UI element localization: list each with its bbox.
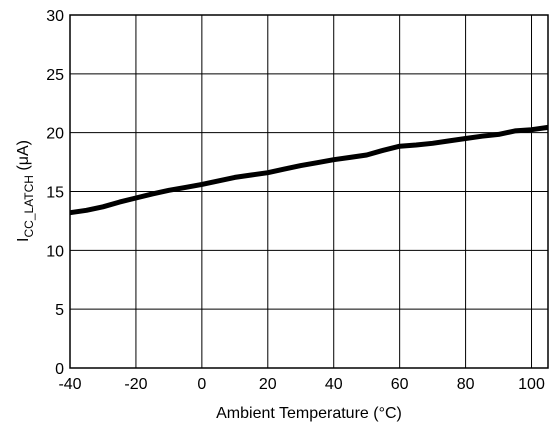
y-tick-label: 10 (46, 243, 64, 260)
x-tick-label: 60 (391, 376, 409, 393)
x-tick-label: -20 (124, 376, 147, 393)
x-tick-label: 100 (518, 376, 545, 393)
y-tick-label: 15 (46, 185, 64, 202)
y-tick-label: 20 (46, 126, 64, 143)
y-axis-title-main: I (15, 238, 32, 242)
plot-frame (69, 14, 549, 369)
y-tick-label: 0 (55, 361, 64, 378)
y-tick-labels: 0 5 10 15 20 25 30 (46, 8, 64, 378)
y-axis-title-unit: (μA) (15, 140, 32, 175)
x-tick-label: -40 (58, 376, 81, 393)
x-tick-labels: -40 -20 0 20 40 60 80 100 (58, 376, 545, 393)
grid-lines (70, 15, 548, 368)
y-axis-title-sub: CC_LATCH (22, 175, 36, 237)
x-tick-label: 20 (259, 376, 277, 393)
x-tick-label: 40 (325, 376, 343, 393)
x-axis-title: Ambient Temperature (°C) (216, 405, 402, 422)
y-axis-title: ICC_LATCH (μA) (15, 140, 36, 242)
y-tick-label: 25 (46, 67, 64, 84)
y-tick-label: 30 (46, 8, 64, 25)
series-line (69, 124, 549, 216)
x-tick-label: 0 (197, 376, 206, 393)
y-tick-label: 5 (55, 302, 64, 319)
x-tick-label: 80 (457, 376, 475, 393)
